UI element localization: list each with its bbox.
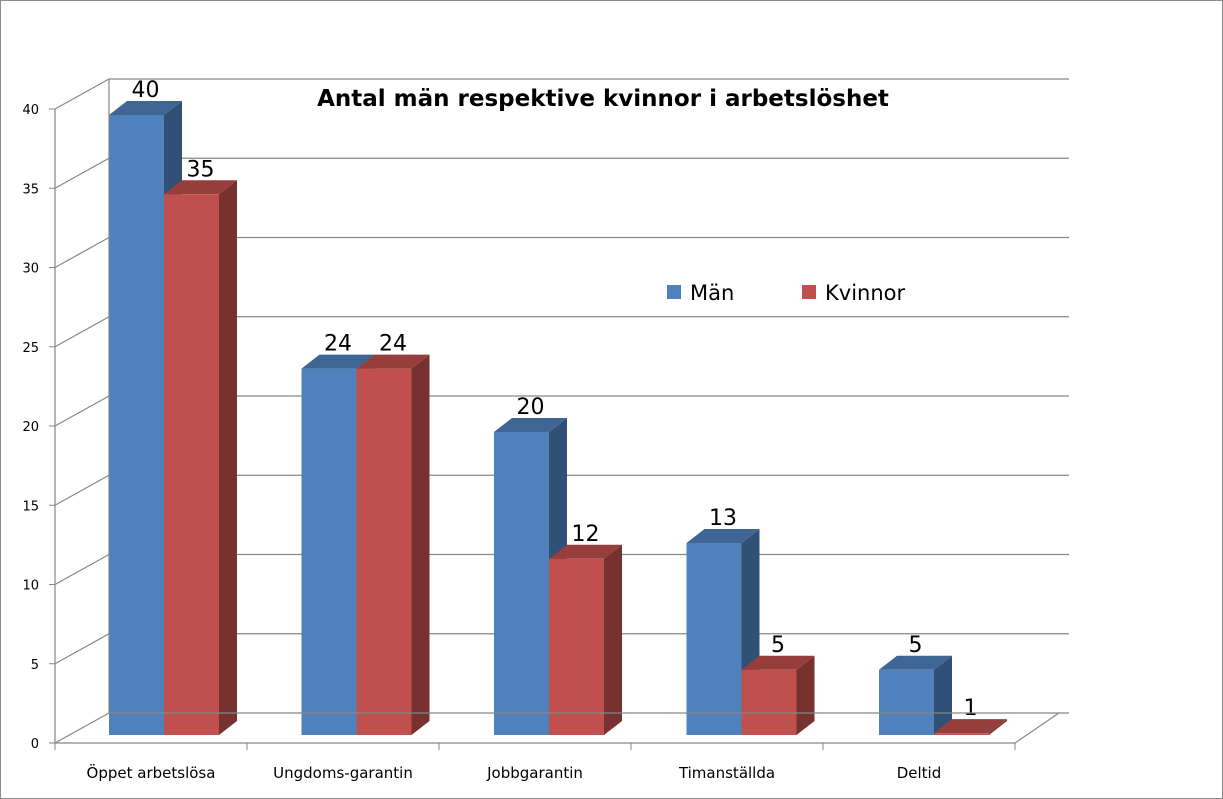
bar-top xyxy=(934,719,1007,734)
bar-front xyxy=(494,432,549,735)
y-tick-label: 0 xyxy=(31,737,39,752)
gridline-side xyxy=(54,236,110,269)
legend-swatch xyxy=(667,285,681,299)
bar xyxy=(741,655,815,735)
bar-top xyxy=(741,655,815,670)
gridline-side xyxy=(54,633,110,665)
gridlines xyxy=(54,78,1069,744)
bar-top xyxy=(879,655,952,670)
data-label: 24 xyxy=(379,332,407,357)
gridline-side xyxy=(54,395,110,427)
gridline-side xyxy=(54,157,110,189)
bar-front xyxy=(549,558,604,735)
legend-label: Män xyxy=(690,281,734,305)
bar-front xyxy=(934,733,989,735)
x-tick-label: Jobbgarantin xyxy=(486,764,583,782)
bar-side xyxy=(411,354,430,735)
gridline-side xyxy=(54,553,110,586)
gridline-side xyxy=(54,712,110,744)
bar-side xyxy=(604,544,622,735)
bar xyxy=(549,544,622,735)
data-label: 35 xyxy=(187,157,215,182)
y-tick-label: 10 xyxy=(22,579,39,594)
data-label: 13 xyxy=(709,506,737,531)
y-tick-label: 40 xyxy=(22,103,39,118)
bars xyxy=(109,101,1007,735)
y-tick-label: 5 xyxy=(31,658,39,673)
y-tick-label: 25 xyxy=(22,341,39,356)
data-label: 1 xyxy=(964,696,978,721)
bar-top xyxy=(549,544,622,559)
bar-top xyxy=(686,528,760,543)
data-labels: 40 35 24 24 20 12 13 5 5 1 xyxy=(132,78,978,721)
legend-label: Kvinnor xyxy=(825,281,906,305)
bar xyxy=(934,719,1007,735)
bar-front xyxy=(879,669,934,735)
data-label: 5 xyxy=(771,633,785,658)
bar-side xyxy=(219,180,237,735)
bar-front xyxy=(741,669,797,735)
bar-top xyxy=(164,180,237,195)
bar-top xyxy=(109,101,182,115)
bar xyxy=(356,354,430,735)
y-tick-label: 30 xyxy=(22,262,39,277)
bar-top xyxy=(494,418,567,432)
y-tick-label: 20 xyxy=(22,420,39,435)
data-label: 20 xyxy=(517,395,545,420)
data-label: 40 xyxy=(132,78,160,103)
floor-right-edge xyxy=(1014,712,1060,744)
gridline-side xyxy=(54,474,110,506)
bar-front xyxy=(301,368,357,735)
x-tick-label: Ungdoms-garantin xyxy=(273,764,413,782)
data-label: 24 xyxy=(324,332,352,357)
bar-front xyxy=(686,542,742,735)
bar-front xyxy=(356,368,412,735)
bar-side xyxy=(989,719,1007,735)
gridline-side xyxy=(54,316,110,348)
data-label: 5 xyxy=(909,633,923,658)
x-tick-label: Öppet arbetslösa xyxy=(87,763,216,782)
y-tick-label: 35 xyxy=(22,182,39,197)
bar xyxy=(879,655,952,735)
bar-side xyxy=(934,655,952,735)
data-label: 12 xyxy=(572,522,600,547)
bar xyxy=(164,180,237,735)
bar-front xyxy=(164,194,219,735)
bar-side xyxy=(796,655,815,735)
y-tick-label: 15 xyxy=(22,499,39,514)
bar-front xyxy=(109,115,164,735)
legend-swatch xyxy=(802,285,816,299)
gridline-side xyxy=(54,78,110,110)
x-tick-label: Timanställda xyxy=(678,764,775,782)
x-tick-label: Deltid xyxy=(897,764,942,782)
bar-top xyxy=(301,354,375,369)
chart-title: Antal män respektive kvinnor i arbetslös… xyxy=(317,86,889,112)
legend: Män Kvinnor xyxy=(667,281,906,305)
bar xyxy=(494,418,567,735)
bar-top xyxy=(356,354,430,369)
